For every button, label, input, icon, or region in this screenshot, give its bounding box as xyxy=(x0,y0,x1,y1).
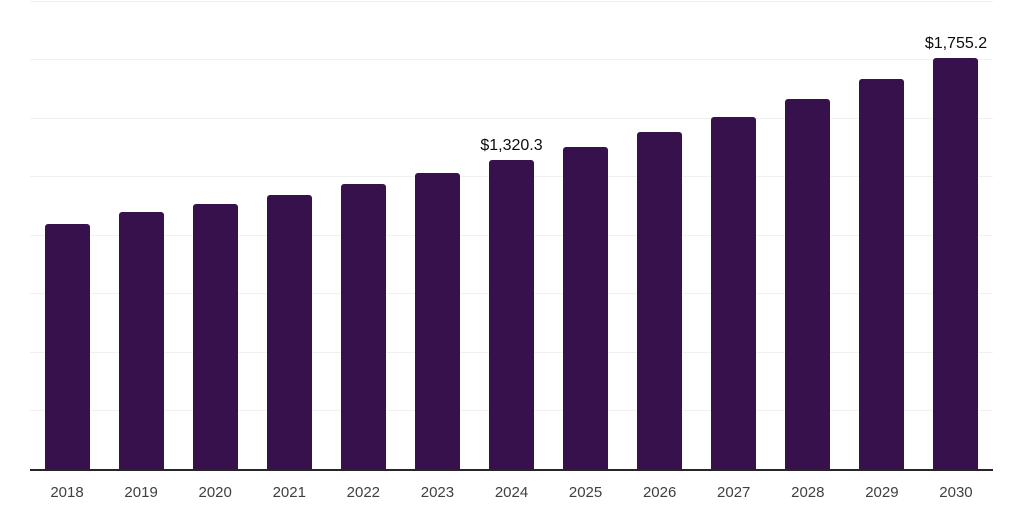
x-tick-2020: 2020 xyxy=(198,484,232,501)
bar-2023 xyxy=(414,173,460,469)
x-tick-2022: 2022 xyxy=(346,484,381,501)
bar-2024 xyxy=(489,160,534,469)
x-tick-2029: 2029 xyxy=(865,484,899,501)
x-tick-2019: 2019 xyxy=(124,484,158,501)
gridline-1500 xyxy=(30,117,993,119)
bar-2021 xyxy=(266,194,312,469)
bar-2026 xyxy=(637,131,683,469)
gridline-2000 xyxy=(30,0,993,2)
x-tick-2025: 2025 xyxy=(568,484,603,501)
bar-2030 xyxy=(933,58,979,469)
x-tick-2027: 2027 xyxy=(717,484,751,501)
bar-2027 xyxy=(711,116,757,469)
data-label-2030: $1,755.2 xyxy=(924,35,988,53)
x-tick-2024: 2024 xyxy=(494,484,529,501)
plot-area: $1,320.3 $1,755.2 xyxy=(30,0,993,471)
bar-2019 xyxy=(118,211,164,469)
x-tick-2023: 2023 xyxy=(420,484,455,501)
bar-2022 xyxy=(340,184,386,469)
bar-2018 xyxy=(44,224,90,469)
bar-2028 xyxy=(785,99,831,469)
bar-2020 xyxy=(192,204,238,469)
gridline-1750 xyxy=(30,59,993,60)
data-label-2024: $1,320.3 xyxy=(480,137,543,155)
x-axis: 2018 2019 2020 2021 2022 2023 2024 2025 2026 2027… xyxy=(30,485,993,505)
bar-2025 xyxy=(563,146,609,469)
x-tick-2018: 2018 xyxy=(50,484,84,501)
x-tick-2028: 2028 xyxy=(791,484,825,501)
bar-2029 xyxy=(859,79,905,469)
x-tick-2021: 2021 xyxy=(272,484,306,501)
x-tick-2026: 2026 xyxy=(642,484,677,501)
x-tick-2030: 2030 xyxy=(939,484,973,501)
